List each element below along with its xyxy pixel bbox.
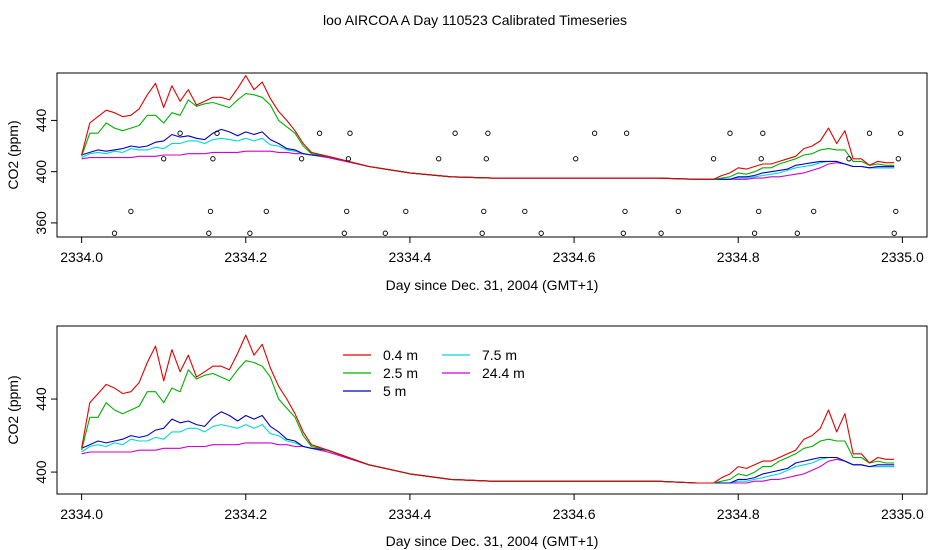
legend: 0.4 m 2.5 m 5 m 7.5 m 24.4 m: [343, 347, 525, 399]
top-flag-marker: [214, 130, 220, 136]
top-flag-marker: [622, 208, 628, 215]
top-flag-marker: [344, 208, 350, 215]
top-panel: 2334.0 2334.2 2334.4 2334.6 2334.8 2335.0 360…: [5, 72, 928, 293]
bottom-x-tick-label: 2334.6: [553, 506, 596, 522]
bottom-series-5-mm-line: [81, 411, 895, 484]
top-flag-marker: [675, 208, 681, 215]
top-flag-marker: [522, 208, 528, 215]
top-series-5-mm-line: [81, 128, 895, 180]
bottom-y-tick-label: 440: [33, 387, 49, 411]
top-flag-marker: [345, 156, 352, 162]
top-flag-marker: [620, 230, 626, 236]
top-flag-marker: [483, 156, 489, 162]
top-series-24-4-mm-line: [81, 150, 895, 180]
bottom-series-7-5-mm-line: [81, 424, 895, 484]
bottom-x-axis: 2334.0 2334.2 2334.4 2334.6 2334.8 2335.0: [60, 494, 924, 522]
top-flag-marker: [591, 130, 598, 136]
legend-label: 24.4 m: [482, 365, 525, 381]
top-flag-marker: [210, 156, 216, 162]
top-flag-marker: [481, 208, 487, 215]
top-flag-marker: [658, 230, 664, 236]
top-flag-marker: [710, 156, 717, 162]
top-x-tick-label: 2334.0: [60, 249, 103, 265]
top-flag-marker: [811, 208, 817, 215]
bottom-plot-area: [81, 334, 895, 484]
top-flag-marker: [436, 156, 442, 162]
legend-label: 2.5 m: [383, 365, 418, 381]
top-flag-marker: [403, 208, 409, 215]
bottom-x-tick-label: 2334.4: [389, 506, 432, 522]
top-flag-marker: [866, 130, 873, 136]
bottom-x-tick-label: 2334.0: [60, 506, 103, 522]
top-y-tick-label: 360: [33, 211, 49, 235]
top-flag-marker: [452, 130, 458, 136]
figure-title: loo AIRCOA A Day 110523 Calibrated Times…: [323, 12, 627, 28]
top-flag-marker: [177, 130, 183, 136]
top-x-tick-label: 2334.6: [553, 249, 596, 265]
bottom-x-tick-label: 2334.8: [717, 506, 760, 522]
top-flag-marker: [111, 230, 118, 236]
top-flag-marker: [347, 130, 353, 136]
top-flag-marker: [128, 208, 134, 215]
bottom-y-tick-label: 400: [33, 460, 49, 484]
top-flag-marker: [727, 130, 733, 136]
top-plot-frame: [56, 72, 928, 238]
top-flag-marker: [161, 156, 167, 162]
top-flag-marker: [794, 230, 800, 236]
top-flag-marker: [538, 230, 544, 236]
top-y-axis-label: CO2 (ppm): [5, 120, 21, 189]
top-flag-marker: [760, 130, 766, 136]
top-flag-marker: [895, 156, 901, 162]
top-flag-marker: [758, 156, 764, 162]
top-flag-marker: [846, 156, 852, 162]
bottom-x-tick-label: 2334.2: [224, 506, 267, 522]
legend-label: 7.5 m: [482, 347, 517, 363]
top-series-7-5-mm-line: [81, 137, 895, 180]
top-flag-marker: [893, 208, 899, 215]
top-x-axis: 2334.0 2334.2 2334.4 2334.6 2334.8 2335.0: [60, 237, 924, 265]
top-flag-marker: [207, 208, 214, 215]
top-flag-marker: [263, 208, 269, 215]
top-flag-marker: [247, 230, 253, 236]
top-y-axis: 360 400 440: [33, 109, 57, 235]
bottom-x-axis-label: Day since Dec. 31, 2004 (GMT+1): [386, 533, 599, 549]
top-x-tick-label: 2334.4: [389, 249, 432, 265]
top-flag-marker: [623, 130, 630, 136]
top-flag-marker: [751, 230, 758, 236]
top-flag-marker: [898, 130, 904, 136]
top-series-2-5-mm-line: [81, 92, 895, 180]
bottom-y-axis: 400 440: [33, 387, 57, 484]
top-plot-area: [81, 75, 904, 236]
top-series-0-4-mm-line: [81, 75, 895, 180]
legend-label: 5 m: [383, 383, 406, 399]
top-x-axis-label: Day since Dec. 31, 2004 (GMT+1): [386, 277, 599, 293]
top-x-tick-label: 2334.8: [717, 249, 760, 265]
top-flag-marker: [573, 156, 579, 162]
top-y-tick-label: 400: [33, 160, 49, 184]
top-flag-marker: [485, 130, 491, 136]
bottom-series-24-4-mm-line: [81, 442, 895, 484]
top-flag-marker: [382, 230, 388, 236]
bottom-x-tick-label: 2335.0: [881, 506, 924, 522]
top-x-tick-label: 2334.2: [224, 249, 267, 265]
top-flag-marker: [341, 230, 347, 236]
top-x-tick-label: 2335.0: [881, 249, 924, 265]
bottom-y-axis-label: CO2 (ppm): [5, 375, 21, 444]
legend-label: 0.4 m: [383, 347, 418, 363]
top-y-tick-label: 440: [33, 109, 49, 133]
bottom-panel: 2334.0 2334.2 2334.4 2334.6 2334.8 2335.0 400…: [5, 325, 928, 549]
top-flag-marker: [298, 156, 305, 162]
bottom-series-0-4-mm-line: [81, 334, 895, 484]
top-flag-marker: [316, 130, 323, 136]
top-flag-marker: [479, 230, 485, 236]
top-flag-marker: [891, 230, 897, 236]
top-flag-marker: [206, 230, 212, 236]
bottom-plot-frame: [56, 325, 928, 495]
top-flag-marker: [756, 208, 762, 215]
